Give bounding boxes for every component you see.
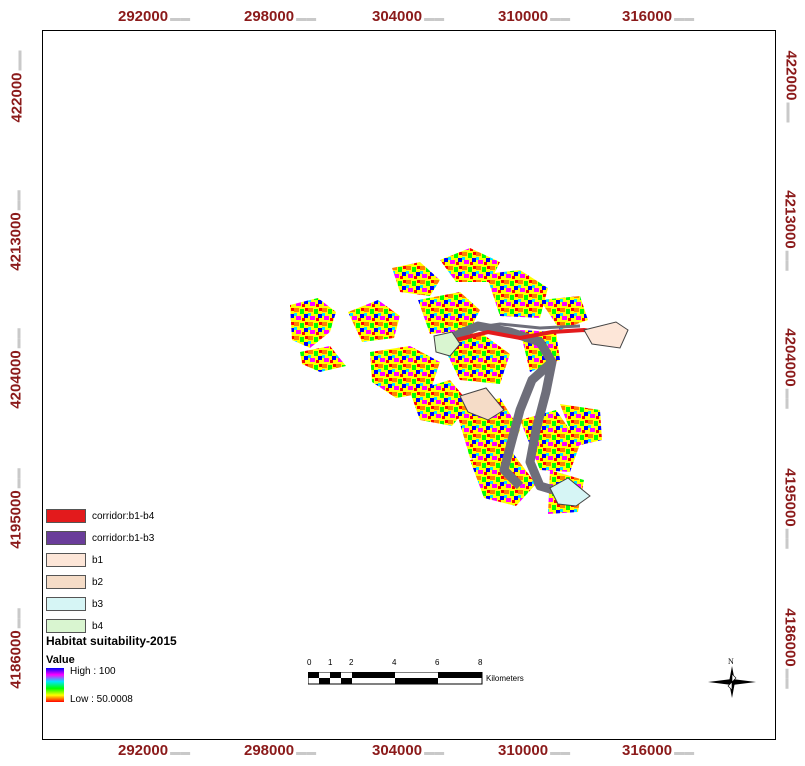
legend-label: b2 — [92, 576, 104, 588]
legend-label: b1 — [92, 554, 104, 566]
suitability-color-ramp — [46, 668, 64, 702]
scale-unit-label: Kilometers — [486, 674, 524, 683]
x-tick-top: 316000 ▬▬ — [622, 8, 695, 25]
scale-tick: 2 — [349, 658, 354, 667]
legend-value-label: Value — [46, 654, 75, 666]
x-tick-bottom: 292000 ▬▬ — [118, 742, 191, 759]
polygon-b3 — [549, 477, 591, 507]
scale-tick: 0 — [307, 658, 312, 667]
legend-label: b3 — [92, 598, 104, 610]
legend-swatch — [46, 509, 86, 523]
scale-bar-graphic — [308, 672, 483, 685]
legend-label: b4 — [92, 620, 104, 632]
scale-tick: 4 — [392, 658, 397, 667]
x-tick-bottom: 316000 ▬▬ — [622, 742, 695, 759]
scale-tick: 8 — [478, 658, 483, 667]
x-tick-top: 292000 ▬▬ — [118, 8, 191, 25]
legend-item-b4: b4 — [46, 618, 103, 634]
x-tick-bottom: 298000 ▬▬ — [244, 742, 317, 759]
legend-low-label: Low : 50.0008 — [70, 694, 133, 705]
x-tick-top: 310000 ▬▬ — [498, 8, 571, 25]
legend-swatch — [46, 531, 86, 545]
corridor-b1-b3 — [448, 321, 562, 497]
scale-tick: 6 — [435, 658, 440, 667]
polygon-b2 — [459, 387, 505, 421]
legend-swatch — [46, 575, 86, 589]
legend-item-b2: b2 — [46, 574, 103, 590]
legend-swatch — [46, 619, 86, 633]
north-label: N — [728, 657, 734, 666]
legend-swatch — [46, 597, 86, 611]
habitat-patches — [290, 248, 602, 514]
legend-item-corridor-b1-b3: corridor:b1-b3 — [46, 530, 154, 546]
x-tick-top: 298000 ▬▬ — [244, 8, 317, 25]
polygon-b1 — [583, 321, 629, 349]
legend-item-b3: b3 — [46, 596, 103, 612]
legend-swatch — [46, 553, 86, 567]
corridor-outline — [457, 322, 581, 332]
scale-tick: 1 — [328, 658, 333, 667]
map-frame — [42, 30, 776, 740]
legend-label: corridor:b1-b4 — [92, 510, 155, 522]
x-tick-bottom: 310000 ▬▬ — [498, 742, 571, 759]
x-tick-top: 304000 ▬▬ — [372, 8, 445, 25]
legend-label: corridor:b1-b3 — [92, 532, 155, 544]
polygon-b4 — [433, 331, 461, 357]
north-arrow-icon — [708, 666, 756, 698]
legend-item-b1: b1 — [46, 552, 103, 568]
legend-title: Habitat suitability-2015 — [46, 634, 177, 648]
legend-high-label: High : 100 — [70, 666, 116, 677]
x-tick-bottom: 304000 ▬▬ — [372, 742, 445, 759]
legend-item-corridor-b1-b4: corridor:b1-b4 — [46, 508, 154, 524]
